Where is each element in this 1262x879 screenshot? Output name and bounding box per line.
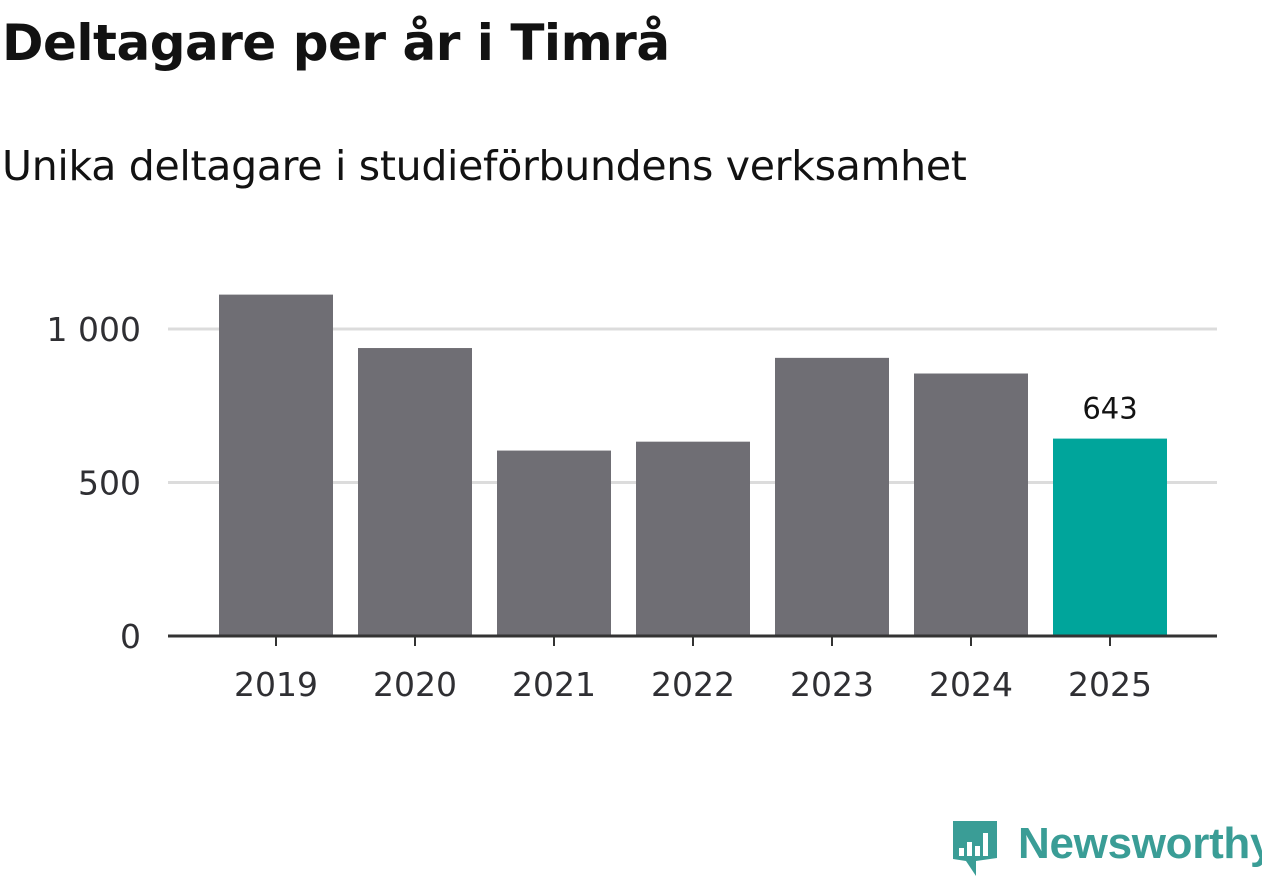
data-label-2025: 643 [1082, 392, 1137, 426]
y-axis-labels: 0 500 1 000 [47, 310, 141, 656]
x-tick-label: 2021 [512, 665, 596, 704]
bar-chart: 0 500 1 000 2019 2020 2021 2022 2023 2024 2025 6… [47, 294, 1217, 704]
newsworthy-logo-text: Newsworthy [1018, 819, 1262, 868]
y-tick-label: 1 000 [47, 310, 141, 349]
bar-2025 [1053, 438, 1167, 636]
bars [219, 294, 1167, 636]
x-tick-label: 2025 [1068, 665, 1152, 704]
x-tick-label: 2023 [790, 665, 874, 704]
x-tick-label: 2022 [651, 665, 735, 704]
bar-2023 [775, 357, 889, 636]
newsworthy-logo: Newsworthy [950, 818, 1262, 878]
bar-2024 [914, 373, 1028, 636]
bar-2019 [219, 294, 333, 636]
newsworthy-logo-icon [953, 821, 997, 876]
x-tick-label: 2024 [929, 665, 1013, 704]
y-tick-label: 0 [120, 617, 141, 656]
x-tick-label: 2019 [234, 665, 318, 704]
bar-2020 [358, 348, 472, 636]
chart-title: Deltagare per år i Timrå [2, 14, 670, 72]
x-tick-label: 2020 [373, 665, 457, 704]
bar-2021 [497, 450, 611, 636]
y-tick-label: 500 [78, 464, 141, 503]
x-axis-labels: 2019 2020 2021 2022 2023 2024 2025 [234, 665, 1152, 704]
x-axis [168, 634, 1217, 646]
chart-subtitle: Unika deltagare i studieförbundens verks… [2, 142, 967, 190]
data-labels: 643 [1082, 392, 1137, 426]
bar-2022 [636, 441, 750, 636]
